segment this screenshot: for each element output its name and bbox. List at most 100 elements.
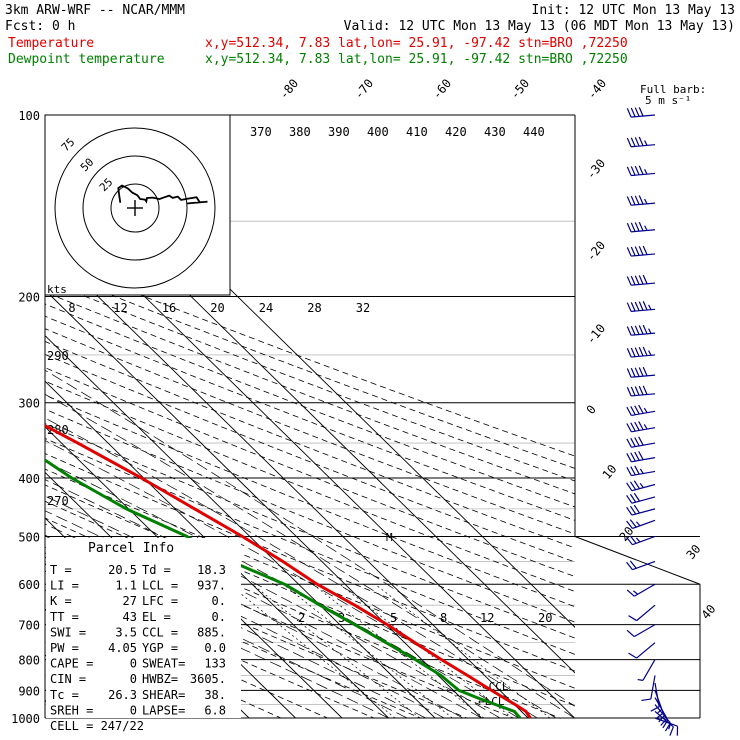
parcel-param-value: 20.5 xyxy=(108,563,137,577)
parcel-param-value: 43 xyxy=(123,610,137,624)
hodograph-ring xyxy=(110,183,160,233)
wind-barb xyxy=(626,583,656,597)
barb-legend-title: Full barb: xyxy=(640,83,706,96)
pressure-tick-label: 800 xyxy=(18,654,40,668)
parcel-param-label: SWI = xyxy=(50,625,86,639)
parcel-param-value: 937. xyxy=(197,579,226,593)
wind-barb xyxy=(626,245,656,257)
dry-adiabat xyxy=(45,468,575,689)
wind-barb xyxy=(626,535,656,546)
moist-adiabat xyxy=(45,460,519,718)
speed-tick-label: 28 xyxy=(307,301,321,315)
valid-time: Valid: 12 UTC Mon 13 May 13 (06 MDT Mon … xyxy=(344,19,735,34)
parcel-param-label: Td = xyxy=(142,563,171,577)
wind-barb xyxy=(626,274,656,286)
wind-barb xyxy=(626,421,656,433)
dry-adiabat xyxy=(45,517,515,718)
theta-label: 380 xyxy=(289,125,311,139)
parcel-param-value: 0 xyxy=(130,703,137,717)
wind-barb xyxy=(626,451,656,463)
parcel-param-label: LFC = xyxy=(142,594,178,608)
parcel-param-label: CIN = xyxy=(50,672,86,686)
pressure-tick-label: 300 xyxy=(18,397,40,411)
wind-barb xyxy=(626,560,656,571)
parcel-param-value: 0. xyxy=(212,594,226,608)
wind-barb xyxy=(628,642,656,659)
wind-barb xyxy=(626,519,656,530)
dewpoint-location: x,y=512.34, 7.83 lat,lon= 25.91, -97.42 … xyxy=(205,52,628,67)
isotherm-label: 30 xyxy=(684,542,704,562)
isotherm-label: -60 xyxy=(430,76,455,102)
wind-barb xyxy=(628,604,656,622)
hodograph-trace xyxy=(117,184,208,205)
speed-tick-label: 20 xyxy=(210,301,224,315)
pressure-tick-label: 900 xyxy=(18,684,40,698)
dry-adiabat xyxy=(45,437,575,655)
parcel-param-label: YGP = xyxy=(142,641,178,655)
parcel-info-panel xyxy=(46,538,241,718)
theta-label: 400 xyxy=(367,125,389,139)
mixing-ratio-line xyxy=(228,583,396,718)
parcel-param-label: SWEAT= xyxy=(142,657,185,671)
parcel-param-label: T = xyxy=(50,563,72,577)
theta-label: 280 xyxy=(47,423,69,437)
pressure-tick-label: 200 xyxy=(18,291,40,305)
isotherm-label: -70 xyxy=(352,76,377,102)
wind-barb xyxy=(626,107,656,118)
parcel-param-value: 3605. xyxy=(190,672,226,686)
parcel-param-value: 0. xyxy=(212,610,226,624)
parcel-param-label: LAPSE= xyxy=(142,703,185,717)
wind-barb xyxy=(626,504,656,516)
wind-barb xyxy=(650,682,660,712)
dry-adiabat xyxy=(45,380,575,592)
dry-adiabat xyxy=(45,279,575,482)
parcel-param-value: 4.05 xyxy=(108,641,137,655)
theta-label: 390 xyxy=(328,125,350,139)
parcel-param-value: 27 xyxy=(123,594,137,608)
isotherm-label: -50 xyxy=(508,76,533,102)
theta-label: 270 xyxy=(47,494,69,508)
wind-barb xyxy=(626,624,656,638)
right-axis-corner xyxy=(574,536,701,585)
pressure-tick-label: 700 xyxy=(18,619,40,633)
wind-barb xyxy=(626,324,656,336)
parcel-param-label: LCL = xyxy=(142,579,178,593)
dewpoint-legend: Dewpoint temperature xyxy=(8,52,165,67)
parcel-param-label: CAPE = xyxy=(50,657,93,671)
parcel-param-label: K = xyxy=(50,594,72,608)
temperature-location: x,y=512.34, 7.83 lat,lon= 25.91, -97.42 … xyxy=(205,36,628,51)
theta-label: 410 xyxy=(406,125,428,139)
speed-tick-label: 12 xyxy=(113,301,127,315)
dry-adiabat xyxy=(45,394,575,608)
dewpoint-profile xyxy=(45,458,522,718)
m-marker: M xyxy=(386,531,393,544)
parcel-param-value: 0 xyxy=(130,672,137,686)
theta-label: 440 xyxy=(523,125,545,139)
pressure-tick-label: 400 xyxy=(18,472,40,486)
mixing-ratio-label: 5 xyxy=(390,611,397,625)
wind-barb xyxy=(626,465,656,477)
pressure-tick-label: 100 xyxy=(18,109,40,123)
parcel-info-title: Parcel Info xyxy=(88,541,174,556)
parcel-param-value: 18.3 xyxy=(197,563,226,577)
dry-adiabat xyxy=(45,256,575,457)
parcel-param-value: 1.1 xyxy=(115,579,137,593)
wind-barb xyxy=(626,346,656,358)
isotherm-line xyxy=(45,335,436,718)
parcel-param-label: Tc = xyxy=(50,688,79,702)
parcel-param-value: 885. xyxy=(197,625,226,639)
isotherm-label: 10 xyxy=(600,462,620,482)
model-title: 3km ARW-WRF -- NCAR/MMM xyxy=(5,3,185,18)
isotherm-label: -10 xyxy=(584,321,609,347)
isotherm-label: -20 xyxy=(584,238,609,264)
isotherm-line xyxy=(45,289,482,718)
isotherm-label: 40 xyxy=(699,602,719,622)
wind-barb xyxy=(637,659,656,681)
parcel-param-label: EL = xyxy=(142,610,171,624)
barb-legend-unit: 5 m s⁻¹ xyxy=(645,94,691,107)
parcel-param-label: CCL = xyxy=(142,625,178,639)
wind-barb xyxy=(626,480,656,492)
parcel-param-label: TT = xyxy=(50,610,79,624)
parcel-param-value: 3.5 xyxy=(115,625,137,639)
isotherm-label: 0 xyxy=(584,402,599,417)
